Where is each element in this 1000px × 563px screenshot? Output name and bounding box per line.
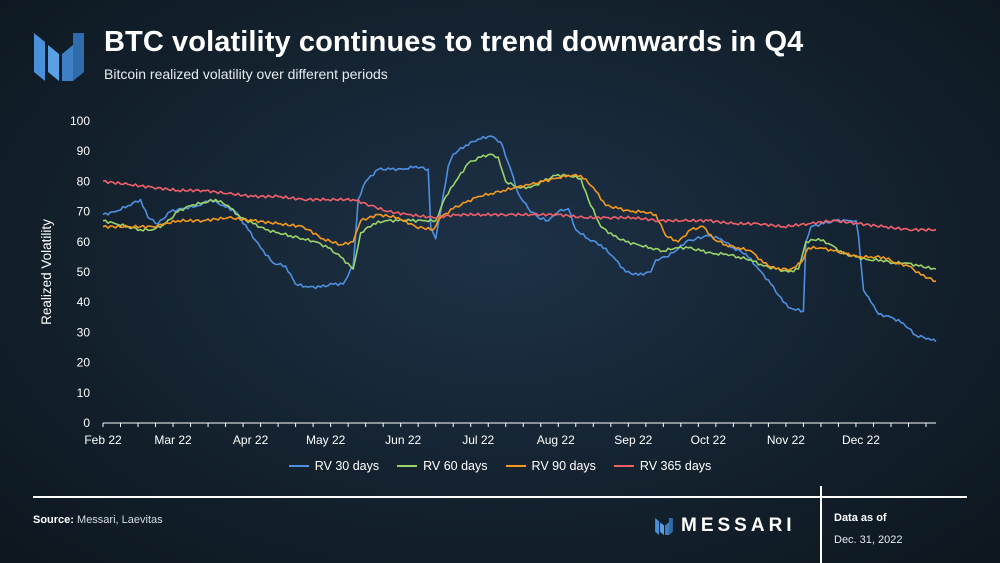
brand-mark: MESSARI xyxy=(655,515,796,537)
legend-item: RV 365 days xyxy=(613,459,712,473)
x-axis: Feb 22 Mar 22 Apr 22 May 22 Jun 22 Jul 22 Aug … xyxy=(84,422,936,447)
series-line-rv-60-days xyxy=(102,153,937,273)
y-axis-label: Realized Volatility xyxy=(39,219,54,325)
y-tick-label: 90 xyxy=(77,144,91,158)
messari-logo-icon xyxy=(34,33,84,81)
data-as-of-label: Data as of xyxy=(834,512,887,524)
y-tick-label: 0 xyxy=(83,416,90,430)
source-label: Source: xyxy=(33,514,74,526)
y-tick-label: 100 xyxy=(70,114,90,128)
y-tick-label: 50 xyxy=(77,265,91,279)
footer-vertical-divider xyxy=(820,486,822,563)
x-tick-label: Dec 22 xyxy=(842,433,880,447)
y-tick-label: 80 xyxy=(77,174,91,188)
legend-label: RV 90 days xyxy=(531,459,596,473)
x-tick-label: Nov 22 xyxy=(767,433,805,447)
series-line-rv-365-days xyxy=(102,179,937,232)
brand-logo-icon xyxy=(655,517,673,535)
brand-name: MESSARI xyxy=(681,515,796,536)
y-tick-label: 40 xyxy=(77,295,91,309)
legend-label: RV 30 days xyxy=(314,459,380,473)
y-tick-label: 30 xyxy=(77,325,91,339)
legend-item: RV 90 days xyxy=(505,459,596,473)
x-tick-label: Feb 22 xyxy=(84,433,122,447)
x-tick-label: Jun 22 xyxy=(385,433,421,447)
x-tick-label: Aug 22 xyxy=(537,433,575,447)
x-tick-label: Mar 22 xyxy=(154,433,192,447)
y-axis: 0 10 20 30 40 50 60 70 80 90 100 xyxy=(70,114,90,430)
x-tick-label: Jul 22 xyxy=(462,433,494,447)
legend-swatch xyxy=(288,465,309,467)
data-as-of-date: Dec. 31, 2022 xyxy=(834,534,903,546)
series-line-rv-30-days xyxy=(102,135,937,343)
source-note: Source: Messari, Laevitas xyxy=(33,514,163,526)
footer-divider xyxy=(33,496,967,498)
legend-label: RV 60 days xyxy=(423,459,488,473)
x-tick-label: Apr 22 xyxy=(233,433,269,447)
legend-item: RV 30 days xyxy=(288,459,380,473)
page-title: BTC volatility continues to trend downwa… xyxy=(104,26,804,58)
y-tick-label: 20 xyxy=(77,356,91,370)
x-tick-label: May 22 xyxy=(306,433,346,447)
legend-swatch xyxy=(613,465,634,467)
y-tick-label: 10 xyxy=(77,386,91,400)
x-tick-label: Sep 22 xyxy=(614,433,652,447)
x-tick-label: Oct 22 xyxy=(691,433,727,447)
y-tick-label: 70 xyxy=(77,205,91,219)
source-text: Messari, Laevitas xyxy=(77,514,163,526)
y-tick-label: 60 xyxy=(77,235,91,249)
series-layer xyxy=(102,135,937,343)
chart-legend: RV 30 days RV 60 days RV 90 days RV 365 day… xyxy=(0,459,1000,473)
legend-swatch xyxy=(397,465,418,467)
legend-item: RV 60 days xyxy=(397,459,488,473)
series-line-rv-90-days xyxy=(102,173,937,283)
legend-label: RV 365 days xyxy=(639,459,712,473)
legend-swatch xyxy=(505,465,526,467)
page-subtitle: Bitcoin realized volatility over differe… xyxy=(104,66,388,82)
